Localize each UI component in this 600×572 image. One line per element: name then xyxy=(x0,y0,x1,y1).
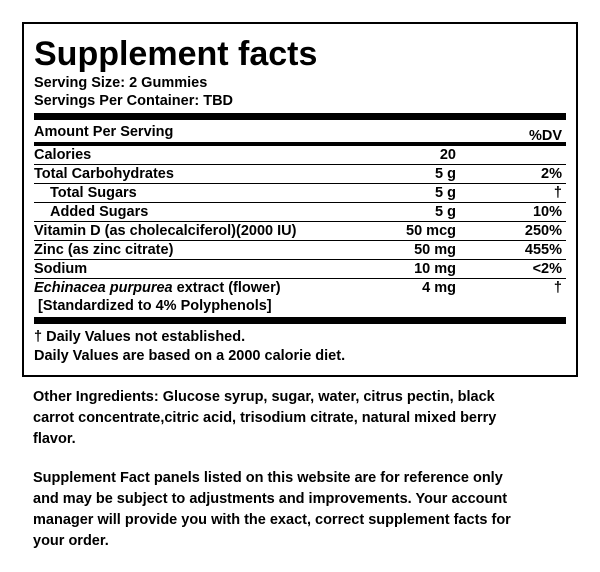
nutrient-name: Vitamin D (as cholecalciferol)(2000 IU) xyxy=(34,222,566,240)
serving-size: Serving Size: 2 Gummies xyxy=(34,75,208,91)
nutrient-amount: 4 mg xyxy=(422,280,456,296)
text-line: carrot concentrate,citric acid, trisodiu… xyxy=(33,410,497,426)
nutrient-row: Total Carbohydrates 5 g 2% xyxy=(34,165,566,184)
rule xyxy=(34,113,566,120)
text-line: Supplement Fact panels listed on this we… xyxy=(33,470,503,486)
disclaimer: Supplement Fact panels listed on this we… xyxy=(33,468,511,552)
facts-panel: Supplement facts Serving Size: 2 Gummies… xyxy=(22,22,578,377)
footnotes: † Daily Values not established. Daily Va… xyxy=(34,324,566,366)
nutrient-row: Added Sugars 5 g 10% xyxy=(34,203,566,222)
nutrient-name-text: Total Sugars xyxy=(50,185,137,201)
nutrient-name-text: Total Carbohydrates xyxy=(34,166,174,182)
nutrient-row: Echinacea purpurea extract (flower) [Stan… xyxy=(34,279,566,317)
servings-per-container: Servings Per Container: TBD xyxy=(34,93,234,109)
nutrient-name-text: Sodium xyxy=(34,261,88,277)
nutrient-dv: <2% xyxy=(532,261,562,277)
nutrient-dv: 455% xyxy=(524,242,562,258)
text-line: your order. xyxy=(33,533,109,549)
nutrient-name: Echinacea purpurea extract (flower) xyxy=(34,279,566,297)
nutrient-amount: 5 g xyxy=(435,185,456,201)
header-amount: Amount Per Serving xyxy=(34,124,174,140)
nutrient-amount: 5 g xyxy=(435,204,456,220)
nutrient-amount: 5 g xyxy=(435,166,456,182)
rule xyxy=(34,142,566,146)
nutrient-name-text: Vitamin D (as cholecalciferol)(2000 IU) xyxy=(34,223,297,239)
nutrient-row: Vitamin D (as cholecalciferol)(2000 IU) 5… xyxy=(34,222,566,241)
nutrient-name: Zinc (as zinc citrate) xyxy=(34,241,566,259)
nutrient-row: Calories 20 xyxy=(34,146,566,165)
nutrient-name-text: Zinc (as zinc citrate) xyxy=(34,242,174,258)
rows: Calories 20 Total Carbohydrates 5 g 2% Total … xyxy=(34,146,566,317)
text-line: manager will provide you with the exact,… xyxy=(33,512,511,528)
nutrient-name: Sodium xyxy=(34,260,566,278)
text-line: flavor. xyxy=(33,431,76,447)
nutrient-amount: 10 mg xyxy=(414,261,456,277)
nutrient-name-text: Added Sugars xyxy=(50,204,149,220)
rule xyxy=(34,317,566,324)
nutrient-row: Zinc (as zinc citrate) 50 mg 455% xyxy=(34,241,566,260)
nutrient-name: Added Sugars xyxy=(34,203,566,221)
nutrient-amount: 20 xyxy=(439,147,456,163)
nutrient-dv: 2% xyxy=(541,166,562,182)
other-ingredients: Other Ingredients: Glucose syrup, sugar,… xyxy=(33,387,496,450)
nutrient-name-text: extract (flower) xyxy=(172,280,281,296)
nutrient-name-italic: Echinacea purpurea xyxy=(34,280,173,296)
nutrient-name-text: Calories xyxy=(34,147,92,163)
nutrient-dv: 10% xyxy=(532,204,562,220)
text-line: and may be subject to adjustments and im… xyxy=(33,491,508,507)
header-dv: %DV xyxy=(528,128,562,144)
header-row: Amount Per Serving %DV xyxy=(34,120,566,144)
nutrient-amount: 50 mg xyxy=(414,242,456,258)
nutrient-row: Sodium 10 mg <2% xyxy=(34,260,566,279)
footnote: Daily Values are based on a 2000 calorie… xyxy=(34,348,346,364)
nutrient-row: Total Sugars 5 g † xyxy=(34,184,566,203)
panel-inner: Supplement facts Serving Size: 2 Gummies… xyxy=(34,24,566,366)
nutrient-dv: 250% xyxy=(524,223,562,239)
nutrient-dv: † xyxy=(553,185,562,201)
text-line: Other Ingredients: Glucose syrup, sugar,… xyxy=(33,389,495,405)
nutrient-amount: 50 mcg xyxy=(406,223,456,239)
nutrient-name: Calories xyxy=(34,146,566,164)
nutrient-name: Total Sugars xyxy=(34,184,566,202)
footnote: † Daily Values not established. xyxy=(34,329,246,345)
nutrient-note: [Standardized to 4% Polyphenols] xyxy=(38,298,272,314)
title: Supplement facts xyxy=(34,35,318,73)
nutrient-dv: † xyxy=(553,280,562,296)
nutrient-name: Total Carbohydrates xyxy=(34,165,566,183)
